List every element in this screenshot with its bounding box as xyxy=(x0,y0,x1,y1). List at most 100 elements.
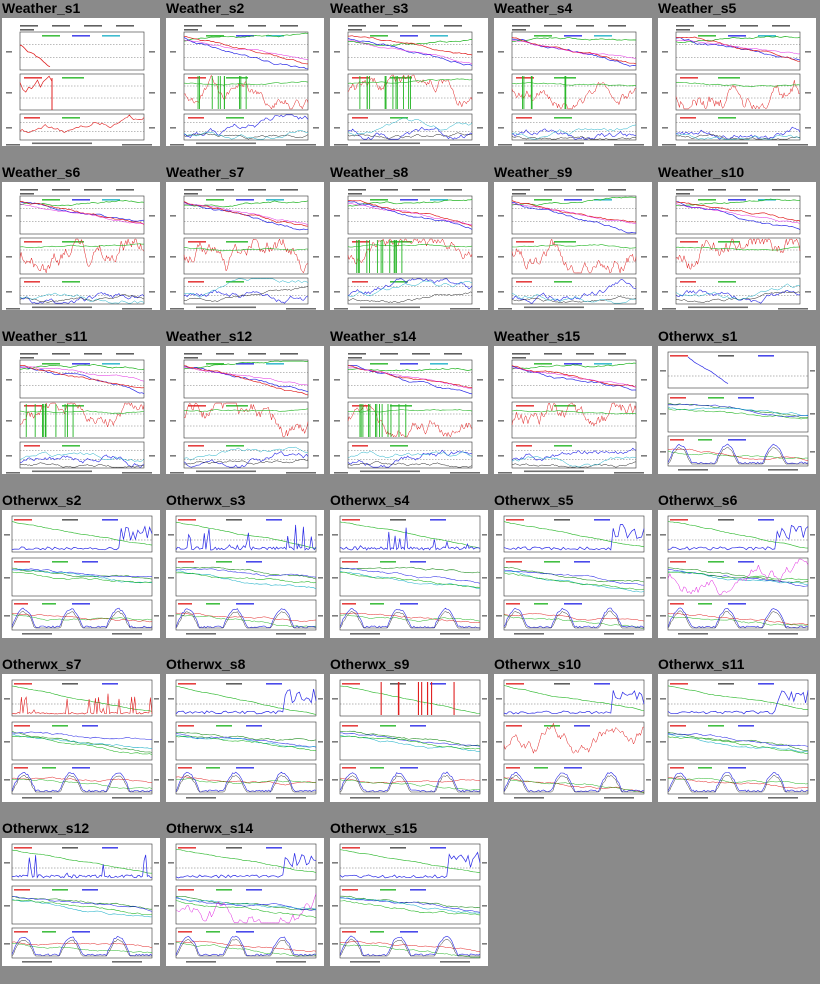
thumbnail-card[interactable]: Otherwx_s15 xyxy=(328,820,492,984)
thumbnail-title[interactable]: Otherwx_s4 xyxy=(330,492,410,508)
thumbnail-card[interactable]: Weather_s14 xyxy=(328,328,492,492)
thumbnail-card[interactable]: Otherwx_s3 xyxy=(164,492,328,656)
thumbnail-card[interactable]: Weather_s4 xyxy=(492,0,656,164)
thumbnail-title[interactable]: Weather_s14 xyxy=(330,328,417,344)
thumbnail-card[interactable]: Otherwx_s8 xyxy=(164,656,328,820)
thumbnail-title[interactable]: Otherwx_s15 xyxy=(330,820,418,836)
thumbnail-image[interactable] xyxy=(2,18,160,146)
thumbnail-image[interactable] xyxy=(658,674,816,802)
series-line xyxy=(503,614,645,629)
thumbnail-title[interactable]: Weather_s10 xyxy=(658,164,745,180)
thumbnail-image[interactable] xyxy=(330,346,488,474)
thumbnail-card[interactable]: Weather_s1 xyxy=(0,0,164,164)
legend-label xyxy=(708,397,724,399)
legend-label xyxy=(646,779,651,781)
thumbnail-image[interactable] xyxy=(166,18,324,146)
legend-label xyxy=(352,281,368,283)
thumbnail-card[interactable]: Otherwx_s4 xyxy=(328,492,492,656)
thumbnail-card[interactable]: Otherwx_s6 xyxy=(656,492,820,656)
thumbnail-title[interactable]: Otherwx_s14 xyxy=(166,820,254,836)
thumbnail-image[interactable] xyxy=(2,182,160,310)
thumbnail-title[interactable]: Otherwx_s11 xyxy=(658,656,745,672)
thumbnail-title[interactable]: Weather_s4 xyxy=(494,0,573,16)
thumbnail-title[interactable]: Otherwx_s7 xyxy=(2,656,82,672)
thumbnail-image[interactable] xyxy=(658,346,816,474)
thumbnail-title[interactable]: Otherwx_s10 xyxy=(494,656,582,672)
thumbnail-title[interactable]: Otherwx_s8 xyxy=(166,656,246,672)
thumbnail-image[interactable] xyxy=(166,674,324,802)
thumbnail-title[interactable]: Weather_s7 xyxy=(166,164,245,180)
thumbnail-card[interactable]: Otherwx_s11 xyxy=(656,656,820,820)
thumbnail-card[interactable]: Otherwx_s2 xyxy=(0,492,164,656)
thumbnail-image[interactable] xyxy=(494,674,652,802)
thumbnail-image[interactable] xyxy=(330,18,488,146)
thumbnail-card[interactable]: Weather_s9 xyxy=(492,164,656,328)
thumbnail-title[interactable]: Weather_s15 xyxy=(494,328,581,344)
thumbnail-card[interactable]: Weather_s8 xyxy=(328,164,492,328)
thumbnail-card[interactable]: Weather_s3 xyxy=(328,0,492,164)
thumbnail-title[interactable]: Otherwx_s2 xyxy=(2,492,82,508)
thumbnail-image[interactable] xyxy=(166,182,324,310)
thumbnail-image[interactable] xyxy=(166,346,324,474)
thumbnail-image[interactable] xyxy=(494,18,652,146)
thumbnail-title[interactable]: Weather_s11 xyxy=(2,328,88,344)
thumbnail-image[interactable] xyxy=(658,510,816,638)
series-line xyxy=(339,521,481,549)
legend-label xyxy=(334,51,340,53)
legend-label xyxy=(4,862,10,864)
thumbnail-image[interactable] xyxy=(658,182,816,310)
thumbnail-image[interactable] xyxy=(330,838,488,966)
thumbnail-image[interactable] xyxy=(2,674,160,802)
thumbnail-card[interactable]: Weather_s7 xyxy=(164,164,328,328)
thumbnail-image[interactable] xyxy=(494,510,652,638)
thumbnail-title[interactable]: Weather_s9 xyxy=(494,164,573,180)
thumbnail-title[interactable]: Weather_s5 xyxy=(658,0,737,16)
thumbnail-image[interactable] xyxy=(2,510,160,638)
thumbnail-image[interactable] xyxy=(166,510,324,638)
thumbnail-card[interactable]: Otherwx_s5 xyxy=(492,492,656,656)
thumbnail-card[interactable]: Otherwx_s14 xyxy=(164,820,328,984)
thumbnail-title[interactable]: Otherwx_s1 xyxy=(658,328,738,344)
legend-label xyxy=(216,25,234,27)
legend-label xyxy=(122,308,152,310)
thumbnail-image[interactable] xyxy=(330,182,488,310)
thumbnail-card[interactable]: Weather_s11 xyxy=(0,328,164,492)
thumbnail-title[interactable]: Weather_s6 xyxy=(2,164,81,180)
legend-label xyxy=(506,603,520,605)
thumbnail-card[interactable]: Weather_s12 xyxy=(164,328,328,492)
thumbnail-image[interactable] xyxy=(658,18,816,146)
thumbnail-title[interactable]: Weather_s8 xyxy=(330,164,409,180)
thumbnail-title[interactable]: Otherwx_s6 xyxy=(658,492,738,508)
thumbnail-title[interactable]: Otherwx_s9 xyxy=(330,656,410,672)
thumbnail-image[interactable] xyxy=(330,674,488,802)
thumbnail-image[interactable] xyxy=(494,346,652,474)
thumbnail-title[interactable]: Weather_s3 xyxy=(330,0,409,16)
thumbnail-title[interactable]: Otherwx_s3 xyxy=(166,492,246,508)
thumbnail-plot xyxy=(334,25,483,146)
thumbnail-image[interactable] xyxy=(494,182,652,310)
thumbnail-card[interactable]: Otherwx_s7 xyxy=(0,656,164,820)
legend-label xyxy=(236,603,254,605)
thumbnail-image[interactable] xyxy=(166,838,324,966)
thumbnail-title[interactable]: Otherwx_s12 xyxy=(2,820,90,836)
thumbnail-image[interactable] xyxy=(2,838,160,966)
thumbnail-image[interactable] xyxy=(330,510,488,638)
thumbnail-card[interactable]: Otherwx_s9 xyxy=(328,656,492,820)
thumbnail-card[interactable]: Otherwx_s12 xyxy=(0,820,164,984)
legend-label xyxy=(206,603,220,605)
legend-label xyxy=(662,127,668,129)
legend-label xyxy=(498,472,512,474)
legend-label xyxy=(216,561,232,563)
thumbnail-card[interactable]: Weather_s6 xyxy=(0,164,164,328)
thumbnail-card[interactable]: Weather_s15 xyxy=(492,328,656,492)
thumbnail-card[interactable]: Weather_s5 xyxy=(656,0,820,164)
thumbnail-card[interactable]: Otherwx_s1 xyxy=(656,328,820,492)
thumbnail-title[interactable]: Otherwx_s5 xyxy=(494,492,574,508)
thumbnail-card[interactable]: Weather_s2 xyxy=(164,0,328,164)
thumbnail-title[interactable]: Weather_s1 xyxy=(2,0,81,16)
thumbnail-title[interactable]: Weather_s2 xyxy=(166,0,245,16)
thumbnail-card[interactable]: Otherwx_s10 xyxy=(492,656,656,820)
thumbnail-card[interactable]: Weather_s10 xyxy=(656,164,820,328)
thumbnail-title[interactable]: Weather_s12 xyxy=(166,328,253,344)
thumbnail-image[interactable] xyxy=(2,346,160,474)
